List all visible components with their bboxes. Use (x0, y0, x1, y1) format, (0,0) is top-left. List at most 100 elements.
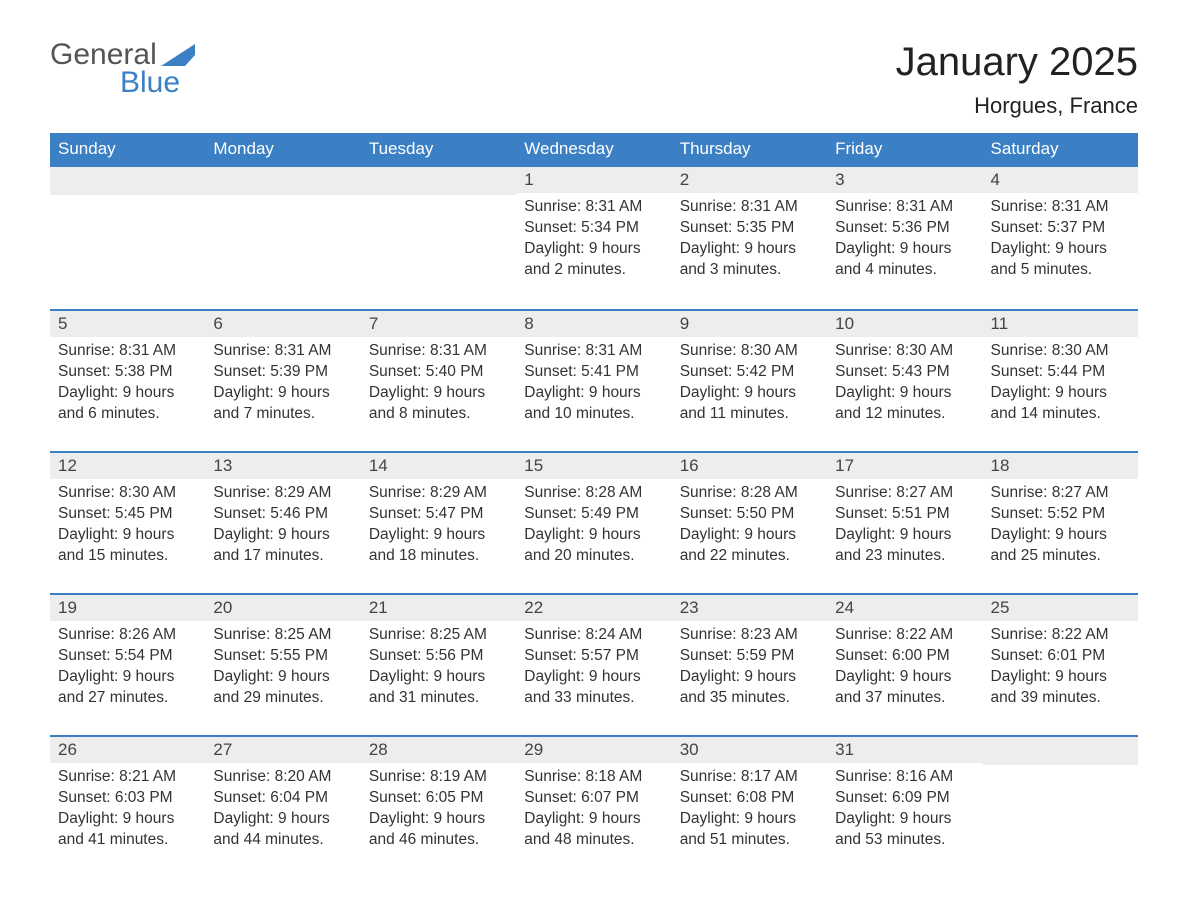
day-body: Sunrise: 8:31 AMSunset: 5:34 PMDaylight:… (516, 193, 671, 307)
daylight-label: Daylight: (58, 384, 123, 401)
day-body: Sunrise: 8:23 AMSunset: 5:59 PMDaylight:… (672, 621, 827, 735)
day-cell: 16Sunrise: 8:28 AMSunset: 5:50 PMDayligh… (672, 452, 827, 594)
day-number: 19 (50, 595, 205, 621)
sunset-value: 5:51 PM (892, 505, 950, 522)
sunset-line: Sunset: 5:37 PM (991, 218, 1130, 239)
day-number: 29 (516, 737, 671, 763)
daylight-line: Daylight: 9 hours and 25 minutes. (991, 525, 1130, 567)
sunrise-line: Sunrise: 8:25 AM (369, 625, 508, 646)
day-number: 2 (672, 167, 827, 193)
sunrise-label: Sunrise: (524, 198, 585, 215)
sunset-line: Sunset: 5:56 PM (369, 646, 508, 667)
logo-text-blue: Blue (120, 68, 195, 98)
calendar-head: SundayMondayTuesdayWednesdayThursdayFrid… (50, 133, 1138, 166)
sunset-value: 5:54 PM (115, 647, 173, 664)
daylight-label: Daylight: (213, 384, 278, 401)
sunrise-line: Sunrise: 8:22 AM (991, 625, 1130, 646)
daylight-line: Daylight: 9 hours and 51 minutes. (680, 809, 819, 851)
calendar-row: 12Sunrise: 8:30 AMSunset: 5:45 PMDayligh… (50, 452, 1138, 594)
day-body (50, 195, 205, 309)
sunrise-value: 8:26 AM (119, 626, 176, 643)
sunset-line: Sunset: 5:42 PM (680, 362, 819, 383)
daylight-label: Daylight: (369, 384, 434, 401)
sunset-line: Sunset: 6:07 PM (524, 788, 663, 809)
sunrise-line: Sunrise: 8:16 AM (835, 767, 974, 788)
day-cell: 5Sunrise: 8:31 AMSunset: 5:38 PMDaylight… (50, 310, 205, 452)
day-number: 4 (983, 167, 1138, 193)
sunrise-line: Sunrise: 8:31 AM (58, 341, 197, 362)
day-body: Sunrise: 8:29 AMSunset: 5:47 PMDaylight:… (361, 479, 516, 593)
day-cell: 2Sunrise: 8:31 AMSunset: 5:35 PMDaylight… (672, 166, 827, 310)
sunset-value: 5:34 PM (581, 219, 639, 236)
sunrise-label: Sunrise: (213, 768, 274, 785)
daylight-label: Daylight: (58, 668, 123, 685)
month-title: January 2025 (896, 40, 1138, 85)
day-body: Sunrise: 8:21 AMSunset: 6:03 PMDaylight:… (50, 763, 205, 877)
day-number: 27 (205, 737, 360, 763)
sunrise-value: 8:27 AM (896, 484, 953, 501)
sunrise-value: 8:31 AM (119, 342, 176, 359)
sunrise-label: Sunrise: (680, 198, 741, 215)
sunrise-label: Sunrise: (835, 342, 896, 359)
weekday-heading: Tuesday (361, 133, 516, 166)
sunrise-label: Sunrise: (991, 484, 1052, 501)
sunset-line: Sunset: 6:08 PM (680, 788, 819, 809)
sunrise-label: Sunrise: (680, 626, 741, 643)
daylight-line: Daylight: 9 hours and 15 minutes. (58, 525, 197, 567)
day-cell: 3Sunrise: 8:31 AMSunset: 5:36 PMDaylight… (827, 166, 982, 310)
day-body: Sunrise: 8:31 AMSunset: 5:41 PMDaylight:… (516, 337, 671, 451)
sunset-line: Sunset: 5:50 PM (680, 504, 819, 525)
day-body: Sunrise: 8:16 AMSunset: 6:09 PMDaylight:… (827, 763, 982, 877)
daylight-line: Daylight: 9 hours and 41 minutes. (58, 809, 197, 851)
location-label: Horgues, France (896, 93, 1138, 119)
day-body: Sunrise: 8:27 AMSunset: 5:51 PMDaylight:… (827, 479, 982, 593)
sunset-label: Sunset: (213, 647, 270, 664)
daylight-line: Daylight: 9 hours and 37 minutes. (835, 667, 974, 709)
sunset-value: 6:09 PM (892, 789, 950, 806)
sunrise-label: Sunrise: (213, 484, 274, 501)
day-number: 26 (50, 737, 205, 763)
day-body: Sunrise: 8:24 AMSunset: 5:57 PMDaylight:… (516, 621, 671, 735)
daylight-label: Daylight: (680, 384, 745, 401)
day-cell: 12Sunrise: 8:30 AMSunset: 5:45 PMDayligh… (50, 452, 205, 594)
sunrise-line: Sunrise: 8:23 AM (680, 625, 819, 646)
sunrise-value: 8:24 AM (585, 626, 642, 643)
daylight-label: Daylight: (680, 526, 745, 543)
sunset-line: Sunset: 5:39 PM (213, 362, 352, 383)
sunset-line: Sunset: 5:43 PM (835, 362, 974, 383)
day-cell: 23Sunrise: 8:23 AMSunset: 5:59 PMDayligh… (672, 594, 827, 736)
sunrise-label: Sunrise: (369, 768, 430, 785)
flag-icon (161, 44, 195, 66)
sunset-value: 5:55 PM (270, 647, 328, 664)
sunset-value: 5:35 PM (737, 219, 795, 236)
sunrise-line: Sunrise: 8:28 AM (680, 483, 819, 504)
day-cell: 28Sunrise: 8:19 AMSunset: 6:05 PMDayligh… (361, 736, 516, 879)
sunrise-line: Sunrise: 8:31 AM (524, 341, 663, 362)
sunrise-line: Sunrise: 8:30 AM (58, 483, 197, 504)
sunset-line: Sunset: 5:41 PM (524, 362, 663, 383)
sunrise-line: Sunrise: 8:28 AM (524, 483, 663, 504)
sunrise-line: Sunrise: 8:25 AM (213, 625, 352, 646)
daylight-label: Daylight: (369, 668, 434, 685)
sunrise-value: 8:31 AM (275, 342, 332, 359)
weekday-heading: Friday (827, 133, 982, 166)
sunrise-value: 8:30 AM (119, 484, 176, 501)
daylight-label: Daylight: (835, 384, 900, 401)
day-body: Sunrise: 8:17 AMSunset: 6:08 PMDaylight:… (672, 763, 827, 877)
day-cell: 26Sunrise: 8:21 AMSunset: 6:03 PMDayligh… (50, 736, 205, 879)
sunset-line: Sunset: 6:04 PM (213, 788, 352, 809)
sunset-line: Sunset: 5:49 PM (524, 504, 663, 525)
daylight-line: Daylight: 9 hours and 20 minutes. (524, 525, 663, 567)
empty-cell (361, 166, 516, 310)
sunset-line: Sunset: 6:05 PM (369, 788, 508, 809)
sunrise-line: Sunrise: 8:18 AM (524, 767, 663, 788)
sunset-line: Sunset: 6:00 PM (835, 646, 974, 667)
sunrise-line: Sunrise: 8:31 AM (835, 197, 974, 218)
sunset-label: Sunset: (680, 363, 737, 380)
day-cell: 22Sunrise: 8:24 AMSunset: 5:57 PMDayligh… (516, 594, 671, 736)
sunset-value: 5:42 PM (737, 363, 795, 380)
day-cell: 6Sunrise: 8:31 AMSunset: 5:39 PMDaylight… (205, 310, 360, 452)
day-number: 22 (516, 595, 671, 621)
day-number: 1 (516, 167, 671, 193)
day-cell: 15Sunrise: 8:28 AMSunset: 5:49 PMDayligh… (516, 452, 671, 594)
